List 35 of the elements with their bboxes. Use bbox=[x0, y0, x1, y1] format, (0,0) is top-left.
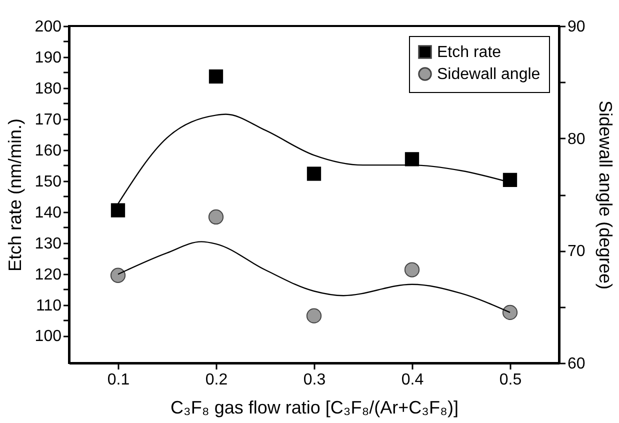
x-tick-label: 0.1 bbox=[107, 372, 130, 388]
y2-tick-label: 60 bbox=[568, 356, 586, 372]
point bbox=[502, 172, 518, 188]
point bbox=[208, 69, 224, 84]
y2-axis-title: Sidewall angle (degree) bbox=[595, 100, 616, 290]
point bbox=[208, 209, 224, 225]
legend-label: Sidewall angle bbox=[437, 66, 540, 83]
point bbox=[404, 152, 420, 166]
x-tick-label: 0.5 bbox=[499, 372, 522, 388]
y-tick-label: 110 bbox=[36, 297, 62, 314]
y-tick-label: 100 bbox=[34, 328, 62, 346]
y-tick-label: 120 bbox=[34, 266, 62, 284]
x-tick-label: 0.2 bbox=[205, 372, 228, 388]
x-axis-title: C₃F₈ gas flow ratio [C₃F₈/(Ar+C₃F₈)] bbox=[170, 398, 458, 418]
y-tick-label: 200 bbox=[34, 18, 62, 36]
y-tick-label: 130 bbox=[34, 235, 62, 252]
y2-tick-label: 80 bbox=[568, 130, 586, 148]
point bbox=[110, 203, 126, 218]
point bbox=[502, 304, 518, 320]
legend-label: Etch rate bbox=[437, 44, 502, 61]
y-tick-label: 160 bbox=[34, 142, 62, 160]
point bbox=[306, 166, 322, 181]
y-tick-label: 150 bbox=[34, 173, 62, 190]
x-tick-label: 0.3 bbox=[303, 372, 326, 388]
point bbox=[110, 268, 126, 283]
y-tick-label: 140 bbox=[34, 204, 62, 222]
x-tick-label: 0.4 bbox=[401, 372, 424, 388]
point bbox=[306, 308, 322, 324]
y-tick-label: 170 bbox=[34, 111, 62, 128]
y-tick-label: 190 bbox=[34, 49, 62, 66]
y2-tick-label: 70 bbox=[568, 243, 586, 260]
point bbox=[404, 262, 420, 278]
y-tick-label: 180 bbox=[34, 80, 62, 98]
y-axis-title: Etch rate (nm/min.) bbox=[4, 118, 25, 272]
y2-tick-label: 90 bbox=[568, 18, 586, 36]
